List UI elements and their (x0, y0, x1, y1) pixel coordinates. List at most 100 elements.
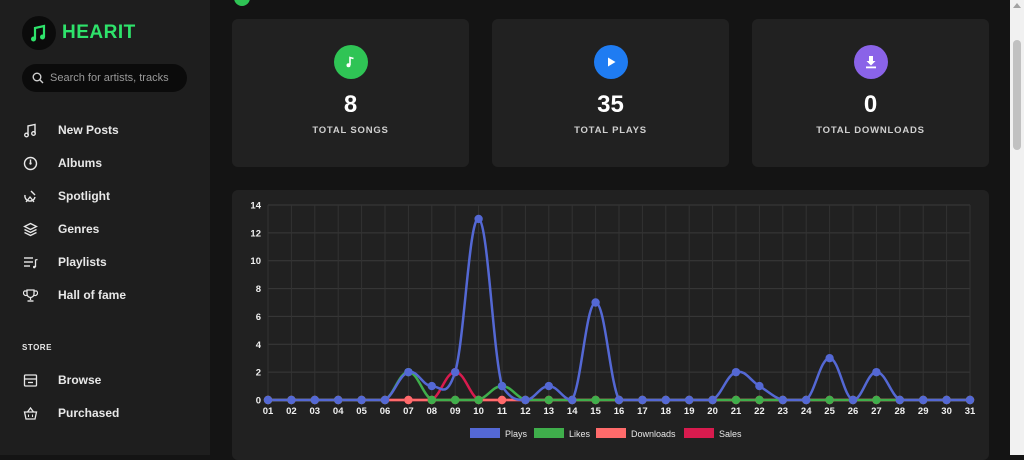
nav-item-browse[interactable]: Browse (22, 370, 101, 390)
page-scrollbar[interactable] (1010, 0, 1024, 455)
music-note-icon (333, 45, 368, 79)
legend-label-sales: Sales (719, 429, 742, 439)
nav-label: Albums (58, 156, 103, 170)
search-box[interactable] (22, 64, 187, 92)
x-tick-label: 26 (848, 406, 859, 417)
legend-swatch-sales (684, 428, 714, 438)
play-icon (593, 45, 628, 79)
data-point-likes (825, 395, 834, 405)
data-point-plays (614, 395, 624, 405)
legend-swatch-downloads (596, 428, 626, 438)
stat-value: 0 (863, 91, 878, 118)
scroll-thumb[interactable] (1013, 40, 1021, 150)
data-point-plays (310, 395, 319, 405)
layers-icon (22, 221, 38, 237)
data-point-plays (685, 395, 694, 405)
data-point-likes (755, 395, 764, 405)
x-tick-label: 13 (544, 406, 555, 417)
app-name: HEARIT (62, 22, 136, 43)
status-dot (234, 0, 250, 6)
nav-item-hall-of-fame[interactable]: Hall of fame (22, 285, 126, 305)
download-icon (853, 45, 888, 79)
data-point-likes (731, 395, 741, 405)
data-point-plays (872, 367, 881, 377)
x-tick-label: 14 (567, 406, 578, 417)
stat-label: TOTAL DOWNLOADS (816, 125, 925, 136)
x-tick-label: 08 (427, 406, 438, 417)
basket-icon (22, 405, 38, 421)
data-point-likes (544, 395, 553, 405)
nav-item-genres[interactable]: Genres (22, 219, 99, 239)
data-point-likes (591, 395, 600, 405)
nav-label: Genres (58, 222, 100, 236)
nav-item-playlists[interactable]: Playlists (22, 252, 107, 272)
scroll-up-icon[interactable] (1013, 3, 1021, 8)
data-point-plays (474, 214, 483, 224)
data-point-likes (872, 395, 881, 405)
stat-value: 8 (343, 91, 358, 118)
data-point-plays (895, 395, 904, 405)
y-tick-label: 10 (250, 256, 261, 267)
y-tick-label: 2 (256, 368, 261, 379)
logo-icon (22, 16, 56, 50)
nav-label: Playlists (58, 255, 107, 269)
music-note-icon (22, 122, 38, 138)
store-section-title: STORE (22, 343, 52, 352)
x-tick-label: 11 (497, 406, 508, 417)
spotlight-icon (22, 188, 38, 204)
x-tick-label: 24 (801, 406, 812, 417)
x-tick-label: 07 (403, 406, 414, 417)
data-point-plays (802, 395, 811, 405)
stats-chart-card: 0 2 4 6 8 10 12 14 01 02 03 04 05 06 07 08 09 10 11 12 13 14 1… (232, 190, 989, 460)
x-tick-label: 12 (520, 406, 531, 417)
y-tick-label: 0 (256, 396, 261, 407)
nav-item-purchased[interactable]: Purchased (22, 403, 119, 423)
app-logo[interactable]: HEARIT (22, 16, 136, 50)
disc-icon (22, 155, 38, 171)
x-tick-label: 25 (824, 406, 835, 417)
x-tick-label: 31 (965, 406, 976, 417)
legend-swatch-plays (470, 428, 500, 438)
y-tick-label: 12 (250, 228, 261, 239)
legend-label-downloads: Downloads (631, 429, 676, 439)
nav-item-albums[interactable]: Albums (22, 153, 102, 173)
data-point-plays (497, 381, 507, 391)
data-point-plays (708, 395, 717, 405)
data-point-plays (731, 367, 741, 377)
y-tick-label: 8 (256, 284, 261, 295)
data-point-likes (474, 395, 483, 405)
search-icon (32, 72, 44, 84)
data-point-plays (427, 381, 436, 391)
y-tick-label: 6 (256, 312, 261, 323)
stat-label: TOTAL PLAYS (574, 125, 647, 136)
sidebar: HEARIT New Posts Albums Spotlight Genres (0, 0, 210, 455)
nav-label: Browse (58, 373, 102, 387)
x-tick-label: 02 (286, 406, 297, 417)
data-point-plays (848, 395, 858, 405)
data-point-plays (661, 395, 670, 405)
nav-label: Purchased (58, 406, 120, 420)
nav-item-new-posts[interactable]: New Posts (22, 120, 119, 140)
x-tick-label: 09 (450, 406, 461, 417)
nav-label: Hall of fame (58, 288, 127, 302)
data-point-plays (521, 395, 530, 405)
data-point-downloads (497, 395, 507, 405)
x-tick-label: 17 (637, 406, 648, 417)
data-point-plays (263, 395, 273, 405)
x-tick-label: 23 (778, 406, 789, 417)
data-point-plays (568, 395, 577, 405)
x-tick-label: 18 (661, 406, 672, 417)
legend-label-plays: Plays (505, 429, 528, 439)
search-input[interactable] (50, 72, 185, 84)
data-point-plays (755, 381, 764, 391)
stat-value: 35 (597, 91, 624, 118)
x-tick-label: 16 (614, 406, 625, 417)
data-point-plays (778, 395, 787, 405)
nav-item-spotlight[interactable]: Spotlight (22, 186, 110, 206)
stat-card-songs: 8 TOTAL SONGS (232, 19, 469, 167)
data-point-plays (287, 395, 296, 405)
x-tick-label: 30 (941, 406, 952, 417)
data-point-downloads (404, 395, 413, 405)
data-point-plays (404, 367, 413, 377)
